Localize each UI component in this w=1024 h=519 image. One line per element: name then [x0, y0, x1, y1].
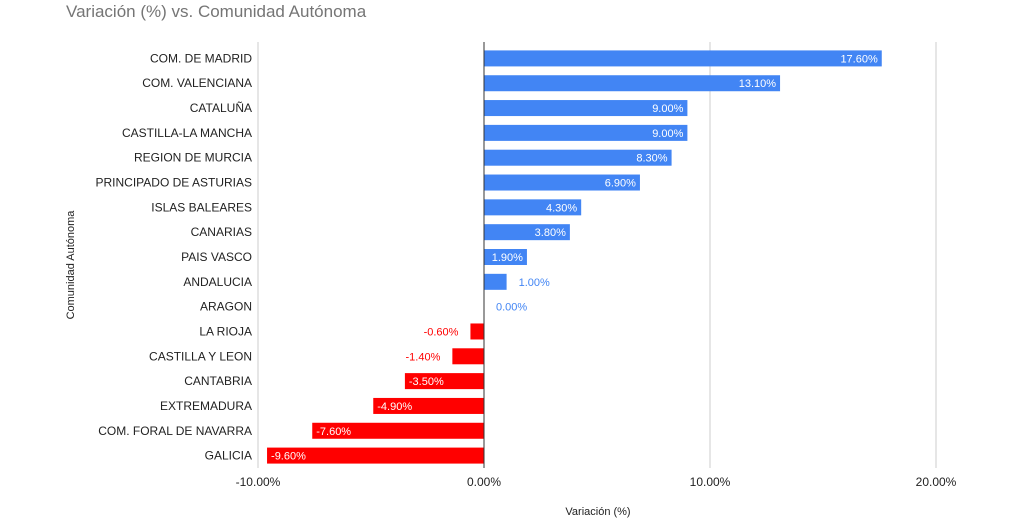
bar [484, 100, 688, 117]
data-label: -4.90% [377, 401, 412, 413]
data-label: 1.90% [492, 252, 523, 264]
data-label: 4.30% [546, 202, 577, 214]
bar [404, 373, 484, 390]
category-label: LA RIOJA [199, 324, 252, 338]
data-label: -1.40% [406, 351, 441, 363]
bar [267, 447, 484, 464]
category-label: COM. DE MADRID [150, 51, 252, 65]
category-label: ANDALUCIA [183, 275, 252, 289]
x-tick-label: -10.00% [236, 475, 281, 489]
x-tick-label: 10.00% [690, 475, 731, 489]
bar [312, 422, 484, 439]
x-tick-label: 0.00% [467, 475, 501, 489]
data-label: 17.60% [840, 53, 878, 65]
data-label: -0.60% [424, 326, 459, 338]
category-label: REGION DE MURCIA [134, 151, 252, 165]
category-label: PAIS VASCO [181, 250, 252, 264]
bar [484, 249, 527, 265]
category-label: CASTILLA-LA MANCHA [122, 126, 252, 140]
bar [484, 273, 507, 290]
category-label: PRINCIPADO DE ASTURIAS [96, 176, 252, 190]
data-label: 13.10% [739, 78, 777, 90]
gridlines [257, 42, 937, 468]
bar [484, 124, 688, 141]
data-label: -7.60% [316, 426, 351, 438]
bar [484, 149, 672, 166]
data-label: 6.90% [605, 178, 636, 190]
bar [452, 348, 484, 365]
bar [484, 199, 582, 216]
data-label: 9.00% [652, 103, 683, 115]
bar [484, 75, 781, 92]
data-label: 0.00% [496, 302, 527, 314]
category-label: ISLAS BALEARES [151, 200, 252, 214]
category-label: CANARIAS [191, 225, 252, 239]
data-label: -3.50% [409, 376, 444, 388]
category-label: GALICIA [205, 449, 252, 463]
data-labels: 17.60% 13.10% 9.00% 9.00% 8.30% 6.90% 4.30% 3.8… [271, 53, 878, 462]
data-label: 3.80% [535, 227, 566, 239]
bar [470, 323, 484, 340]
category-labels: COM. DE MADRID COM. VALENCIANA CATALUÑA CAS… [96, 51, 253, 462]
category-label: CASTILLA Y LEON [149, 349, 252, 363]
bar [484, 50, 882, 67]
category-label: COM. VALENCIANA [142, 76, 252, 90]
bars [267, 50, 882, 464]
bar [484, 224, 570, 241]
x-tick-labels: -10.00% 0.00% 10.00% 20.00% [236, 475, 957, 489]
data-label: 1.00% [519, 277, 550, 289]
category-label: ARAGON [200, 300, 252, 314]
data-label: 8.30% [636, 153, 667, 165]
category-label: COM. FORAL DE NAVARRA [98, 424, 252, 438]
data-label: 9.00% [652, 128, 683, 140]
data-label: -9.60% [271, 451, 306, 463]
chart-title: Variación (%) vs. Comunidad Autónoma [66, 2, 367, 21]
bar [373, 397, 484, 414]
x-axis-title: Variación (%) [565, 506, 630, 518]
category-label: EXTREMADURA [160, 399, 252, 413]
category-label: CANTABRIA [184, 374, 252, 388]
bar [484, 174, 640, 191]
x-tick-label: 20.00% [916, 475, 957, 489]
category-label: CATALUÑA [190, 101, 252, 115]
y-axis-title: Comunidad Autónoma [65, 210, 77, 320]
